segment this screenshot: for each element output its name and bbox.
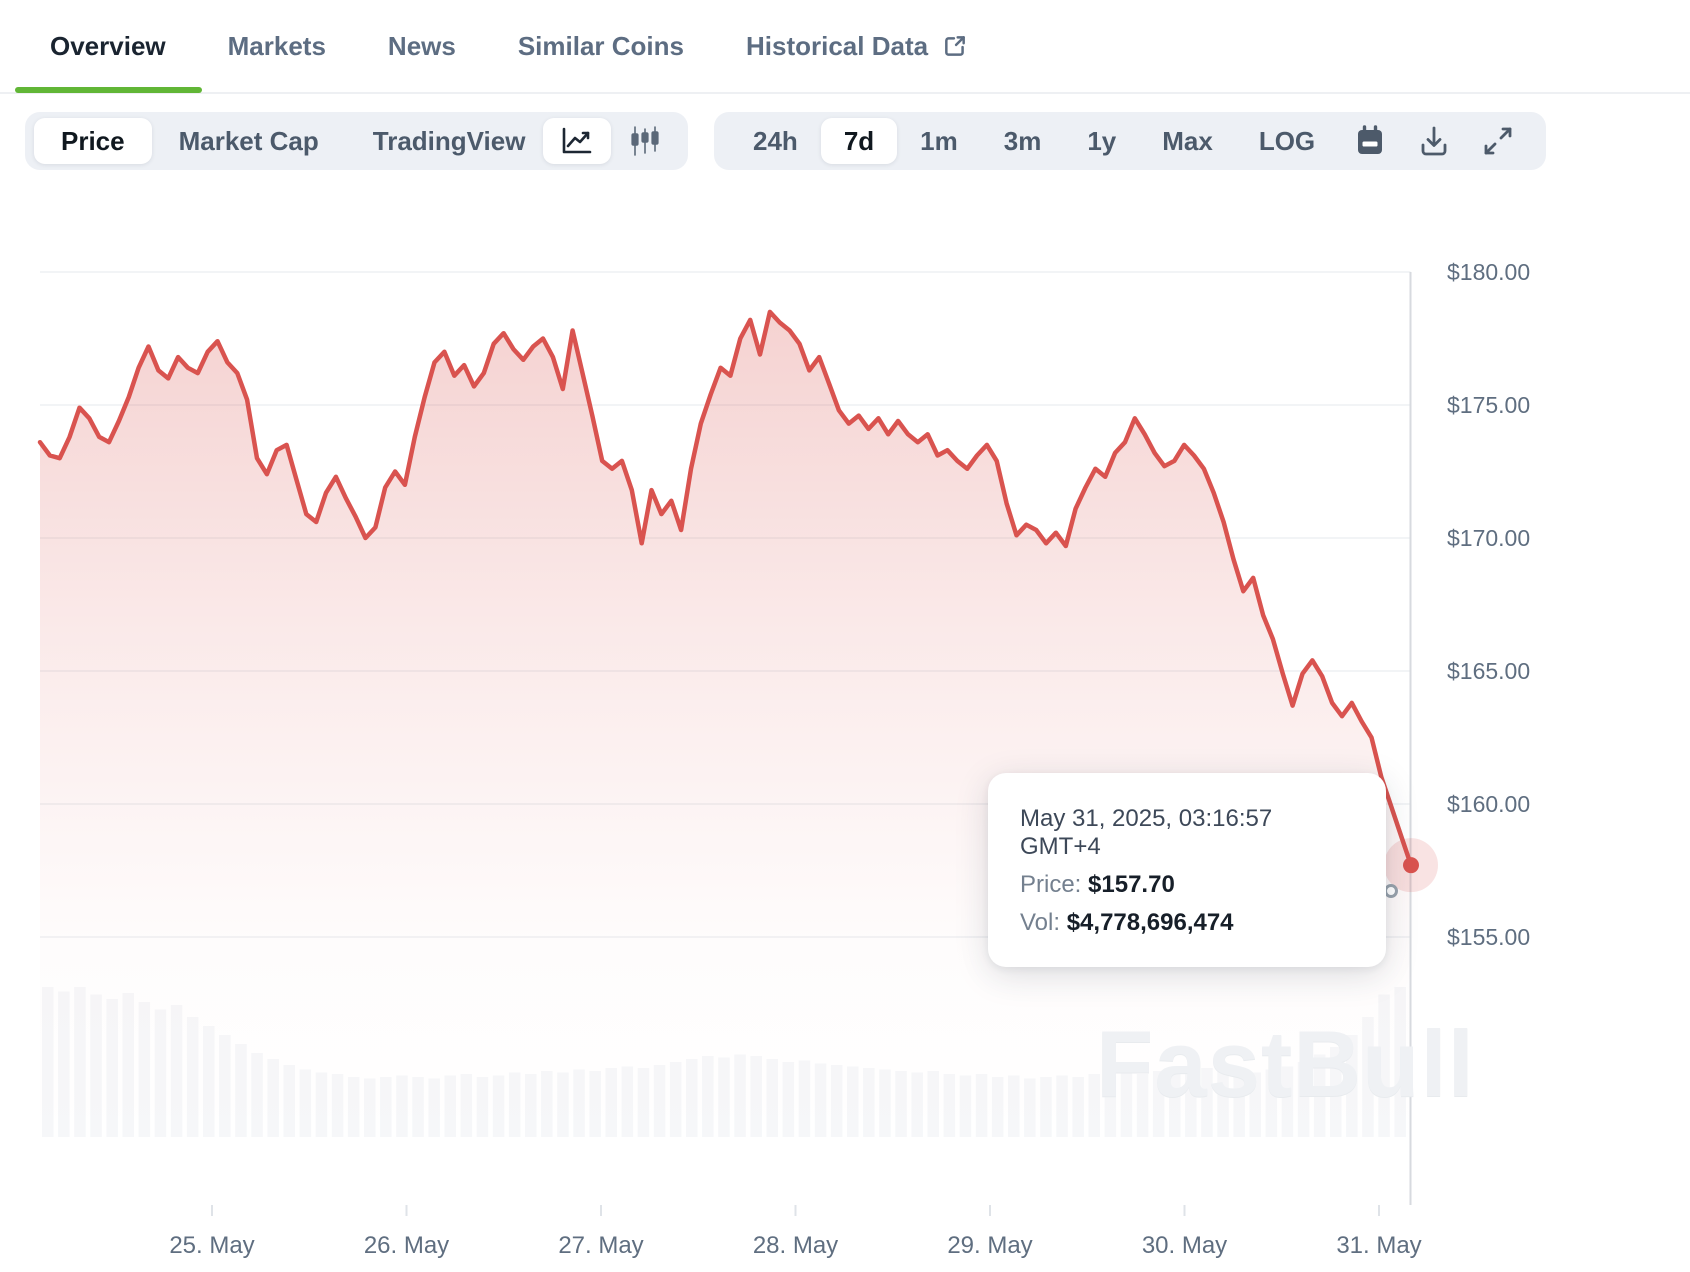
range-3m-button[interactable]: 3m <box>1003 125 1042 156</box>
x-axis-label: 28. May <box>753 1232 838 1259</box>
x-axis-label: 31. May <box>1336 1232 1421 1259</box>
y-axis-label: $160.00 <box>1447 791 1530 817</box>
range-1y-button[interactable]: 1y <box>1087 125 1117 156</box>
line-chart-icon <box>560 126 594 156</box>
y-axis-label: $170.00 <box>1447 525 1530 551</box>
y-axis-label: $155.00 <box>1447 924 1530 950</box>
tab-news[interactable]: News <box>388 31 456 62</box>
tab-news-label: News <box>387 30 456 61</box>
active-tab-underline <box>15 87 202 93</box>
fullscreen-button[interactable] <box>1466 118 1530 164</box>
tooltip-vol-label: Vol: <box>1020 909 1061 936</box>
tab-overview-label: Overview <box>50 30 166 61</box>
tooltip-vol-value: $4,778,696,474 <box>1066 909 1234 936</box>
tab-historical-data-label: Historical Data <box>746 30 929 61</box>
log-scale-button[interactable]: LOG <box>1258 125 1316 156</box>
range-max-button[interactable]: Max <box>1162 125 1213 156</box>
price-mode-button[interactable]: Price <box>34 118 152 164</box>
fastbull-watermark: FastBull <box>1096 1011 1475 1116</box>
tooltip-datetime: May 31, 2025, 03:16:57 GMT+4 <box>1020 805 1273 860</box>
x-axis-label: 30. May <box>1142 1232 1227 1259</box>
line-chart-type-button[interactable] <box>543 118 611 164</box>
candlestick-chart-icon <box>628 125 662 157</box>
download-button[interactable] <box>1402 118 1466 164</box>
range-7d-button[interactable]: 7d <box>820 118 898 164</box>
tab-similar-coins-label: Similar Coins <box>517 30 684 61</box>
chart-tooltip: May 31, 2025, 03:16:57 GMT+4 Price: $157… <box>988 773 1386 967</box>
tooltip-anchor-marker <box>1384 884 1398 898</box>
chart-type-group <box>534 112 688 170</box>
range-group: 24h 7d 1m 3m 1y Max LOG <box>714 112 1547 170</box>
x-axis-label: 26. May <box>364 1232 449 1259</box>
tab-markets-label: Markets <box>227 30 326 61</box>
x-axis-label: 29. May <box>947 1232 1032 1259</box>
y-axis-label: $180.00 <box>1447 259 1530 285</box>
x-axis-label: 25. May <box>169 1232 254 1259</box>
tooltip-vol-row: Vol: $4,778,696,474 <box>1020 909 1354 937</box>
range-24h-button[interactable]: 24h <box>753 125 798 156</box>
tab-similar-coins[interactable]: Similar Coins <box>518 31 684 62</box>
chart-toolbar: Price Market Cap TradingView <box>0 112 1690 174</box>
price-line <box>37 309 1414 868</box>
calendar-icon <box>1355 125 1385 157</box>
candlestick-chart-type-button[interactable] <box>611 118 679 164</box>
tradingview-mode-button[interactable]: TradingView <box>372 125 526 156</box>
tab-bar: Overview Markets News Similar Coins Hist… <box>0 0 1690 94</box>
tab-overview[interactable]: Overview <box>50 31 166 62</box>
download-icon <box>1419 125 1449 157</box>
date-picker-button[interactable] <box>1338 118 1402 164</box>
expand-icon <box>1483 126 1513 156</box>
external-link-icon <box>942 33 968 59</box>
tooltip-price-row: Price: $157.70 <box>1020 871 1354 899</box>
range-1m-button[interactable]: 1m <box>920 125 958 156</box>
chart-mode-group: Price Market Cap TradingView <box>25 112 562 170</box>
y-axis-label: $165.00 <box>1447 658 1530 684</box>
tab-markets[interactable]: Markets <box>228 31 326 62</box>
tooltip-price-label: Price: <box>1020 871 1082 898</box>
y-axis-label: $175.00 <box>1447 392 1530 418</box>
tab-historical-data[interactable]: Historical Data <box>746 31 968 62</box>
tooltip-price-value: $157.70 <box>1088 871 1175 898</box>
market-cap-mode-button[interactable]: Market Cap <box>178 125 319 156</box>
x-axis-label: 27. May <box>558 1232 643 1259</box>
last-point-dot <box>1403 857 1419 874</box>
